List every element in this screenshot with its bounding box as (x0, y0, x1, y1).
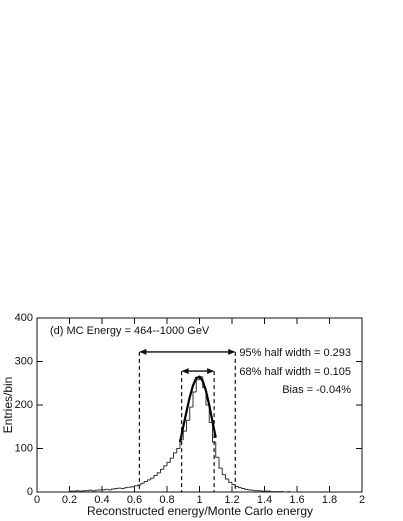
y-tick-label: 400 (15, 312, 33, 324)
x-axis-label: Reconstructed energy/Monte Carlo energy (87, 504, 313, 518)
histogram-bin (143, 481, 148, 484)
histogram-bin (238, 486, 242, 489)
x-tick-label: 1.4 (257, 494, 272, 506)
histogram-bin (134, 485, 138, 487)
interval-label: 68% half width = 0.105 (239, 366, 351, 378)
histogram-bin (228, 478, 232, 483)
histogram-bin (218, 457, 223, 469)
histogram-bin (186, 419, 190, 432)
y-axis-label: Entries/bin (1, 377, 15, 434)
plot-frame (36, 317, 363, 493)
fit-curve (178, 375, 217, 443)
histogram-bin (124, 487, 128, 489)
histogram-bin (231, 482, 236, 486)
histogram-bin (140, 482, 145, 486)
histogram-bin (169, 457, 174, 463)
histogram-bin (111, 488, 115, 490)
histogram-bin (160, 468, 164, 473)
histogram-bin (173, 452, 177, 459)
arrow-head (181, 368, 215, 375)
histogram-bin (215, 441, 219, 458)
x-tick-label: 0.6 (127, 494, 142, 506)
histogram-bin (221, 468, 226, 476)
y-tick-label: 200 (15, 399, 33, 411)
histogram-bin (147, 479, 151, 482)
histogram-bin (166, 461, 171, 466)
histogram-bin (150, 477, 154, 480)
x-tick-label: 0.4 (94, 494, 109, 506)
histogram-bin (189, 406, 193, 421)
histogram-bin (192, 391, 197, 408)
x-tick-label: 1.8 (322, 494, 337, 506)
x-tick-label: 0.8 (159, 494, 174, 506)
histogram-bin (195, 379, 200, 392)
interval-label: 95% half width = 0.293 (239, 347, 351, 359)
y-tick-label: 0 (27, 486, 33, 498)
histogram-bin (244, 488, 249, 490)
x-tick-label: 1 (196, 494, 202, 506)
histogram-bin (163, 465, 167, 470)
y-tick-label: 300 (15, 355, 33, 367)
histogram-bin (156, 472, 161, 476)
histogram-bin (176, 448, 180, 453)
histogram-bin (182, 430, 187, 440)
x-tick-label: 2 (359, 494, 365, 506)
histogram-bin (69, 490, 73, 492)
bias-label: Bias = -0.04% (282, 384, 351, 396)
annotation: (d) MC Energy = 464--1000 GeV (50, 325, 210, 337)
x-tick-label: 0 (34, 494, 40, 506)
histogram-bin (225, 474, 229, 480)
y-tick-label: 100 (15, 442, 33, 454)
x-tick-label: 1.6 (289, 494, 304, 506)
histogram-bin (153, 474, 158, 479)
x-tick-label: 0.2 (62, 494, 77, 506)
histogram-bin (241, 487, 245, 490)
histogram-bin (208, 405, 213, 423)
x-tick-label: 1.2 (224, 494, 239, 506)
